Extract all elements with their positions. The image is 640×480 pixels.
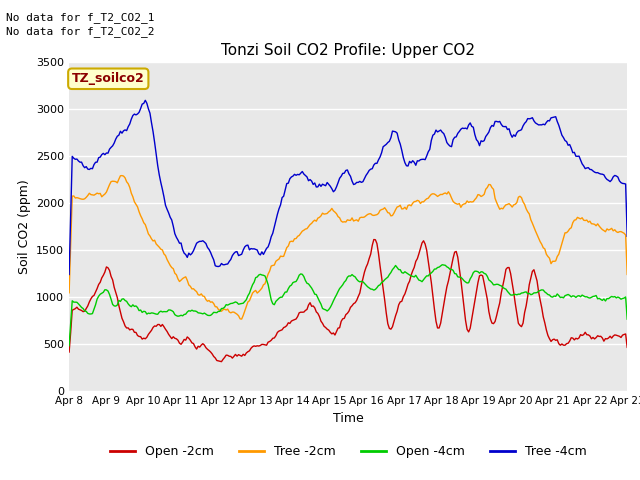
Y-axis label: Soil CO2 (ppm): Soil CO2 (ppm) [17,180,31,274]
Legend: Open -2cm, Tree -2cm, Open -4cm, Tree -4cm: Open -2cm, Tree -2cm, Open -4cm, Tree -4… [105,440,591,463]
Title: Tonzi Soil CO2 Profile: Upper CO2: Tonzi Soil CO2 Profile: Upper CO2 [221,44,475,59]
Text: No data for f_T2_CO2_2: No data for f_T2_CO2_2 [6,26,155,37]
X-axis label: Time: Time [333,412,364,425]
Text: No data for f_T2_CO2_1: No data for f_T2_CO2_1 [6,12,155,23]
Text: TZ_soilco2: TZ_soilco2 [72,72,145,85]
